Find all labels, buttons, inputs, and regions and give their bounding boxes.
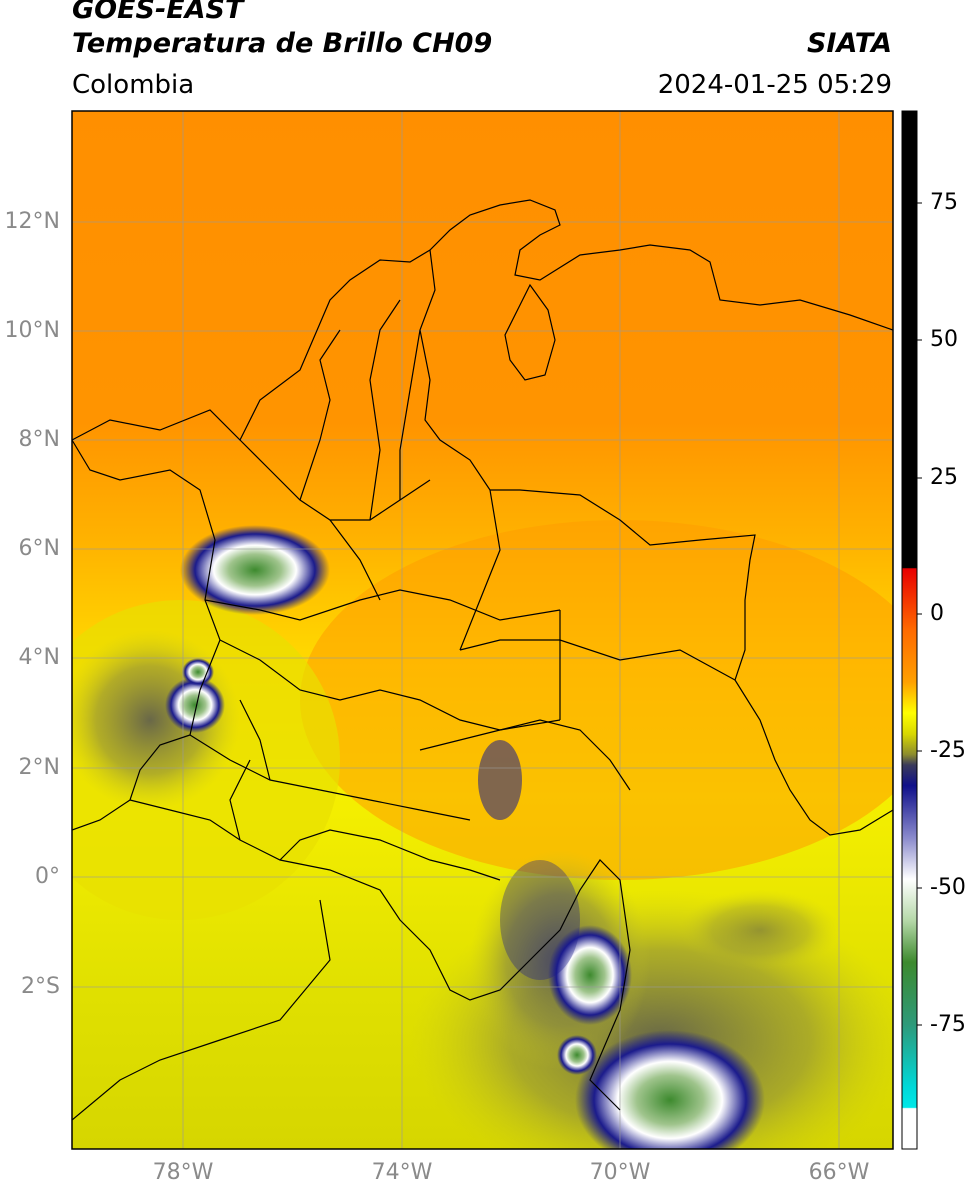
colorbar-label-75: 75 <box>930 190 958 215</box>
colorbar-ticks <box>917 202 922 1026</box>
lon-tick-78w: 78°W <box>152 1160 214 1185</box>
cloud-cluster-amazon <box>548 925 632 1025</box>
colorbar-label-0: 0 <box>930 601 944 626</box>
lon-tick-70w: 70°W <box>589 1160 651 1185</box>
title-line1: GOES-EAST <box>72 0 244 25</box>
graticule <box>72 111 893 1149</box>
source-label: SIATA <box>806 28 892 59</box>
colorbar-label-minus25: -25 <box>930 738 966 763</box>
lat-tick-2n: 2°N <box>18 755 60 780</box>
colorbar-label-minus75: -75 <box>930 1012 966 1037</box>
lat-tick-2s: 2°S <box>21 974 60 999</box>
colorbar-label-minus50: -50 <box>930 875 966 900</box>
map-frame <box>71 110 894 1150</box>
lon-tick-74w: 74°W <box>371 1160 433 1185</box>
lat-tick-8n: 8°N <box>18 427 60 452</box>
region-label: Colombia <box>72 70 195 100</box>
title-line2: Temperatura de Brillo CH09 <box>72 28 493 59</box>
lat-tick-10n: 10°N <box>4 318 60 343</box>
brightness-temperature-field <box>72 111 893 1149</box>
boundaries <box>72 199 893 1121</box>
lat-tick-0: 0° <box>35 864 60 889</box>
lon-tick-66w: 66°W <box>808 1160 870 1185</box>
colorbar-label-50: 50 <box>930 327 958 352</box>
lat-tick-4n: 4°N <box>18 645 60 670</box>
lat-tick-6n: 6°N <box>18 536 60 561</box>
colorbar <box>901 110 918 1150</box>
datetime-label: 2024-01-25 05:29 <box>657 70 892 100</box>
lat-tick-12n: 12°N <box>4 209 60 234</box>
cloud-cluster-choco <box>180 525 330 615</box>
colorbar-label-25: 25 <box>930 465 958 490</box>
